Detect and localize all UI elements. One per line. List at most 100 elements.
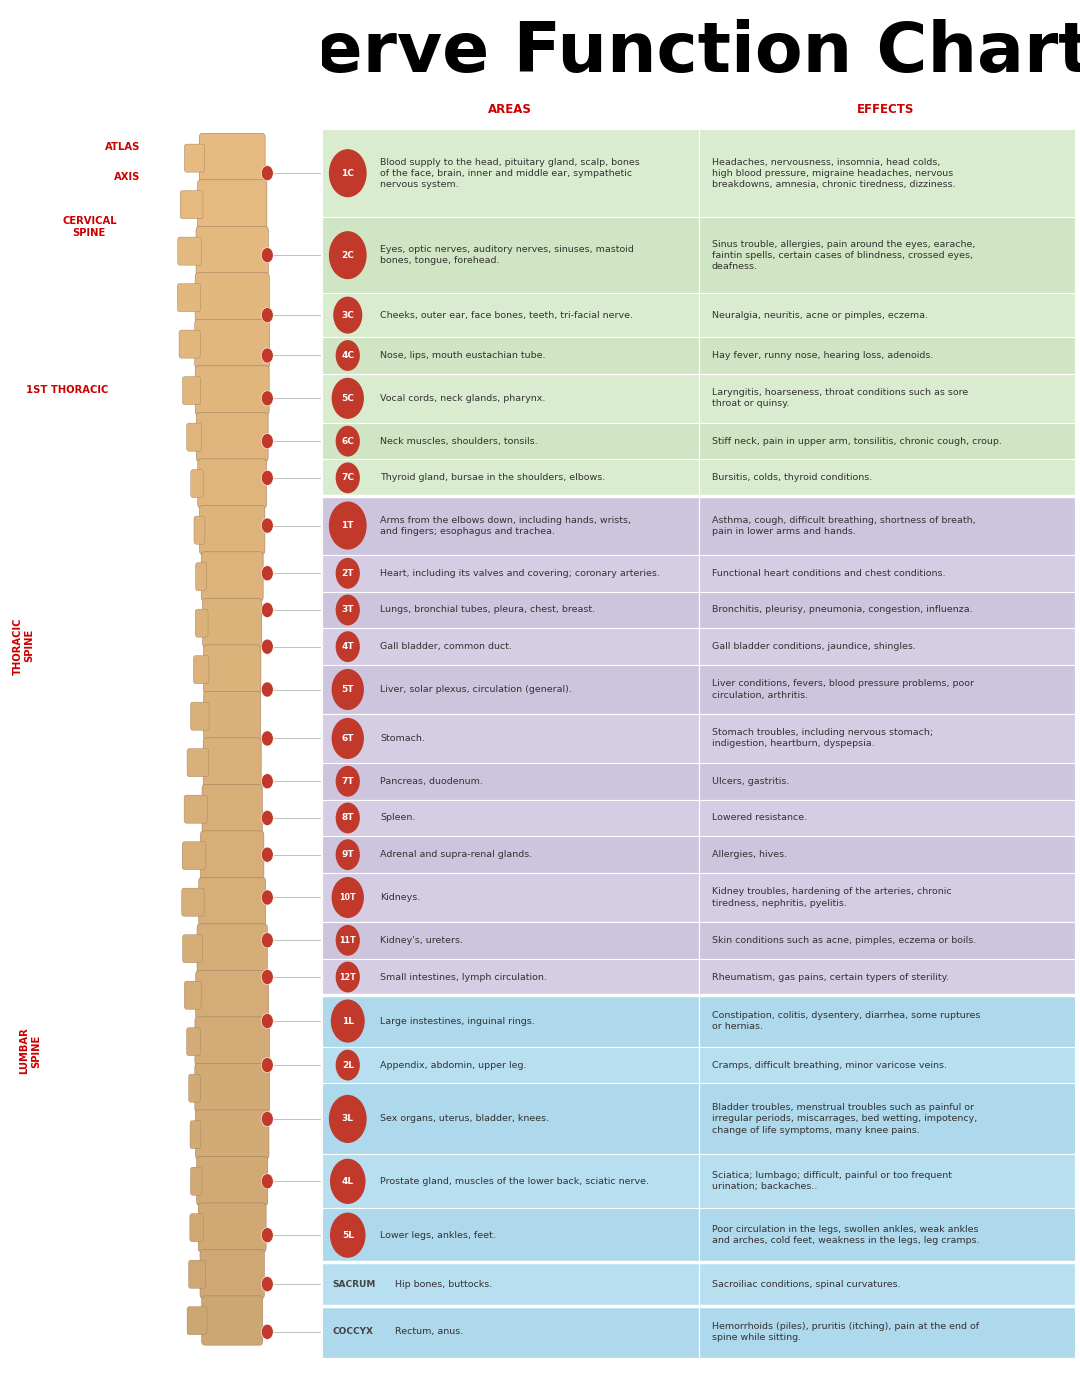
- Circle shape: [336, 595, 360, 625]
- Circle shape: [261, 390, 273, 405]
- FancyBboxPatch shape: [195, 970, 269, 1020]
- Text: Adrenal and supra-renal glands.: Adrenal and supra-renal glands.: [380, 851, 532, 859]
- Text: Vocal cords, neck glands, pharynx.: Vocal cords, neck glands, pharynx.: [380, 394, 545, 403]
- Text: 4L: 4L: [341, 1178, 354, 1186]
- Text: Skin conditions such as acne, pimples, eczema or boils.: Skin conditions such as acne, pimples, e…: [712, 936, 976, 945]
- FancyBboxPatch shape: [699, 423, 1075, 459]
- Text: T: T: [456, 572, 559, 720]
- FancyBboxPatch shape: [197, 227, 268, 276]
- Text: 6T: 6T: [341, 734, 354, 743]
- Text: AREAS: AREAS: [488, 103, 531, 117]
- FancyBboxPatch shape: [699, 922, 1075, 959]
- Circle shape: [261, 811, 273, 826]
- Text: 1L: 1L: [341, 1017, 354, 1025]
- Text: 2L: 2L: [341, 1061, 354, 1069]
- Text: 10T: 10T: [339, 893, 356, 901]
- FancyBboxPatch shape: [699, 293, 1075, 337]
- FancyBboxPatch shape: [699, 1307, 1075, 1358]
- Text: Lowered resistance.: Lowered resistance.: [712, 813, 807, 823]
- Text: Gall bladder conditions, jaundice, shingles.: Gall bladder conditions, jaundice, shing…: [712, 642, 916, 651]
- Text: C: C: [451, 201, 564, 349]
- Circle shape: [336, 765, 360, 797]
- Text: Hemorrhoids (piles), pruritis (itching), pain at the end of
spine while sitting.: Hemorrhoids (piles), pruritis (itching),…: [712, 1322, 978, 1342]
- Circle shape: [261, 970, 273, 985]
- FancyBboxPatch shape: [190, 1213, 204, 1242]
- Circle shape: [329, 502, 366, 550]
- FancyBboxPatch shape: [177, 283, 201, 312]
- FancyBboxPatch shape: [203, 598, 261, 647]
- Text: Bladder troubles, menstrual troubles such as painful or
irregular periods, misca: Bladder troubles, menstrual troubles suc…: [712, 1103, 977, 1135]
- Text: 6C: 6C: [341, 437, 354, 445]
- FancyBboxPatch shape: [187, 749, 208, 776]
- Text: Blood supply to the head, pituitary gland, scalp, bones
of the face, brain, inne: Blood supply to the head, pituitary glan…: [380, 158, 640, 188]
- FancyBboxPatch shape: [322, 1084, 699, 1154]
- FancyBboxPatch shape: [197, 1157, 268, 1205]
- Circle shape: [336, 1050, 360, 1080]
- Text: COCCYX: COCCYX: [333, 1327, 374, 1337]
- FancyBboxPatch shape: [198, 459, 267, 508]
- Circle shape: [261, 1276, 273, 1292]
- Text: L: L: [459, 1052, 556, 1201]
- FancyBboxPatch shape: [202, 1296, 262, 1345]
- Text: Kidney troubles, hardening of the arteries, chronic
tiredness, nephritis, pyelit: Kidney troubles, hardening of the arteri…: [712, 888, 951, 908]
- Text: Allergies, hives.: Allergies, hives.: [712, 851, 787, 859]
- Text: Laryngitis, hoarseness, throat conditions such as sore
throat or quinsy.: Laryngitis, hoarseness, throat condition…: [712, 389, 968, 408]
- Circle shape: [261, 1227, 273, 1242]
- Circle shape: [261, 602, 273, 617]
- Text: Appendix, abdomin, upper leg.: Appendix, abdomin, upper leg.: [380, 1061, 527, 1069]
- FancyBboxPatch shape: [699, 714, 1075, 763]
- FancyBboxPatch shape: [699, 800, 1075, 837]
- FancyBboxPatch shape: [201, 831, 264, 881]
- Circle shape: [332, 669, 364, 710]
- Text: Prostate gland, muscles of the lower back, sciatic nerve.: Prostate gland, muscles of the lower bac…: [380, 1178, 649, 1186]
- Text: 4T: 4T: [341, 642, 354, 651]
- Circle shape: [329, 1095, 366, 1143]
- Text: 1T: 1T: [341, 521, 354, 530]
- FancyBboxPatch shape: [322, 1047, 699, 1084]
- FancyBboxPatch shape: [0, 0, 322, 1374]
- FancyBboxPatch shape: [322, 800, 699, 837]
- Circle shape: [336, 840, 360, 870]
- FancyBboxPatch shape: [183, 842, 206, 870]
- FancyBboxPatch shape: [187, 1307, 207, 1334]
- Text: Asthma, cough, difficult breathing, shortness of breath,
pain in lower arms and : Asthma, cough, difficult breathing, shor…: [712, 515, 975, 536]
- Text: Headaches, nervousness, insomnia, head colds,
high blood pressure, migraine head: Headaches, nervousness, insomnia, head c…: [712, 158, 956, 188]
- Text: Bronchitis, pleurisy, pneumonia, congestion, influenza.: Bronchitis, pleurisy, pneumonia, congest…: [712, 606, 972, 614]
- Text: Stomach.: Stomach.: [380, 734, 426, 743]
- Text: Rheumatism, gas pains, certain typers of sterility.: Rheumatism, gas pains, certain typers of…: [712, 973, 948, 981]
- FancyBboxPatch shape: [203, 738, 261, 787]
- Circle shape: [332, 378, 364, 419]
- Text: Rectum, anus.: Rectum, anus.: [395, 1327, 463, 1337]
- Circle shape: [336, 925, 360, 956]
- Text: Ulcers, gastritis.: Ulcers, gastritis.: [712, 776, 789, 786]
- FancyBboxPatch shape: [322, 129, 699, 217]
- FancyBboxPatch shape: [322, 217, 699, 293]
- FancyBboxPatch shape: [322, 374, 699, 423]
- FancyBboxPatch shape: [194, 319, 270, 368]
- FancyBboxPatch shape: [322, 959, 699, 995]
- Text: LUMBAR
SPINE: LUMBAR SPINE: [19, 1028, 41, 1074]
- FancyBboxPatch shape: [322, 922, 699, 959]
- FancyBboxPatch shape: [322, 293, 699, 337]
- Text: 3T: 3T: [341, 606, 354, 614]
- FancyBboxPatch shape: [189, 1260, 205, 1289]
- Circle shape: [261, 247, 273, 262]
- Text: Constipation, colitis, dysentery, diarrhea, some ruptures
or hernias.: Constipation, colitis, dysentery, diarrh…: [712, 1011, 980, 1030]
- Text: 5T: 5T: [341, 686, 354, 694]
- FancyBboxPatch shape: [195, 273, 269, 322]
- FancyBboxPatch shape: [184, 796, 207, 823]
- Text: Spleen.: Spleen.: [380, 813, 416, 823]
- FancyBboxPatch shape: [699, 763, 1075, 800]
- Text: C: C: [829, 201, 942, 349]
- Text: EFFECTS: EFFECTS: [856, 103, 915, 117]
- FancyBboxPatch shape: [699, 628, 1075, 665]
- Text: AXIS: AXIS: [114, 172, 140, 183]
- Text: Sciatica; lumbago; difficult, painful or too frequent
urination; backaches..: Sciatica; lumbago; difficult, painful or…: [712, 1171, 951, 1191]
- FancyBboxPatch shape: [322, 1307, 699, 1358]
- Text: Heart, including its valves and covering; coronary arteries.: Heart, including its valves and covering…: [380, 569, 660, 578]
- Circle shape: [330, 1213, 365, 1257]
- Circle shape: [261, 890, 273, 905]
- Text: CERVICAL
SPINE: CERVICAL SPINE: [62, 216, 117, 238]
- Text: Liver, solar plexus, circulation (general).: Liver, solar plexus, circulation (genera…: [380, 686, 572, 694]
- Circle shape: [330, 999, 365, 1043]
